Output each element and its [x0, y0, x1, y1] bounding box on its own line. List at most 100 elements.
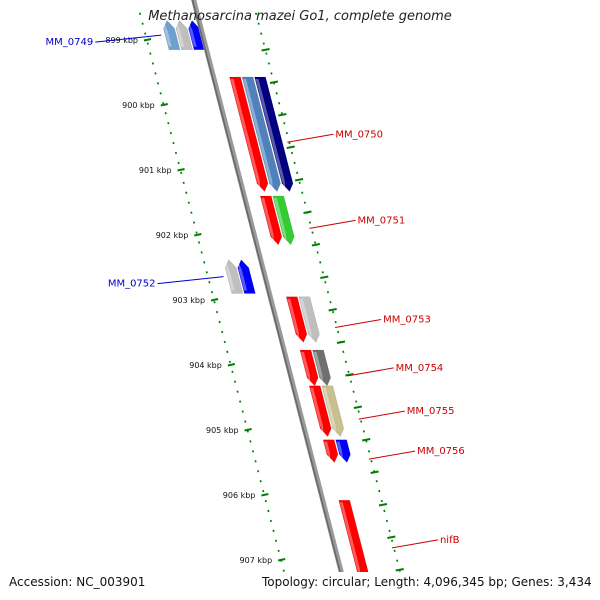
rail-dot-right	[337, 330, 340, 334]
gene-feature	[259, 195, 283, 246]
gene-feature-highlight	[310, 387, 324, 434]
rail-dot-left	[144, 32, 147, 35]
rail-dot-left	[205, 271, 208, 274]
minor-tick	[336, 340, 346, 344]
kbp-tick	[244, 428, 252, 432]
genome-title: Methanosarcina mazei Go1, complete genom…	[148, 9, 452, 24]
rail-dot-left	[172, 141, 175, 145]
minor-tick	[311, 243, 321, 247]
rail-dot-left	[259, 479, 262, 483]
rail-dot-right	[262, 42, 265, 45]
minor-tick	[345, 373, 354, 377]
rail-dot-left	[215, 310, 219, 314]
rail-dot-right	[260, 32, 263, 35]
gene-feature-highlight	[176, 22, 185, 47]
minor-tick	[362, 438, 371, 442]
rail-dot-left	[141, 22, 144, 25]
rail-dot-left	[251, 450, 255, 453]
rail-dot-left	[180, 171, 183, 175]
rail-dot-left	[241, 410, 244, 413]
rail-dot-left	[264, 499, 267, 503]
gene-feature	[254, 76, 294, 192]
minor-tick	[320, 275, 329, 279]
rail-dot-right	[265, 52, 268, 55]
gene-feature	[241, 76, 281, 192]
gene-label: MM_0753	[383, 315, 431, 326]
rail-dot-left	[269, 519, 273, 523]
gene-feature-highlight	[336, 441, 343, 460]
gene-label: MM_0756	[417, 446, 465, 457]
kbp-tick	[160, 103, 168, 107]
gene-label: MM_0751	[358, 215, 406, 226]
rail-dot-right	[316, 251, 319, 254]
rail-dot-right	[357, 410, 360, 413]
gene-feature	[163, 19, 181, 51]
rail-dot-right	[362, 430, 365, 433]
rail-dot-right	[393, 549, 396, 552]
gene-feature-highlight	[300, 352, 311, 383]
gene-feature	[237, 259, 256, 294]
gene-feature-highlight	[163, 22, 172, 47]
rail-dot-left	[272, 529, 275, 533]
rail-dot-right	[334, 320, 337, 324]
rail-dot-left	[192, 221, 196, 224]
gene-label-leader	[358, 410, 405, 420]
rail-dot-left	[239, 400, 242, 403]
gene-feature-highlight	[324, 441, 331, 460]
minor-tick	[387, 535, 396, 539]
rail-dot-left	[146, 42, 149, 45]
kbp-tick-label: 905 kbp	[206, 426, 239, 435]
kbp-tick	[261, 493, 269, 497]
rail-dot-left	[154, 72, 157, 75]
gene-label: nifB	[440, 535, 460, 546]
rail-dot-left	[156, 82, 160, 85]
gene-feature-highlight	[230, 79, 261, 189]
rail-dot-right	[280, 111, 283, 115]
kbp-tick-label: 907 kbp	[240, 556, 273, 565]
rail-dot-right	[378, 489, 381, 493]
rail-dot-right	[270, 72, 273, 75]
rail-dot-left	[177, 161, 180, 165]
kbp-tick	[143, 38, 152, 42]
rail-dot-right	[314, 241, 317, 244]
rail-dot-right	[288, 141, 291, 145]
rail-dot-left	[174, 151, 178, 155]
rail-dot-left	[200, 251, 203, 254]
rail-dot-right	[352, 390, 355, 393]
rail-dot-right	[324, 281, 327, 284]
minor-tick	[395, 568, 404, 572]
rail-dot-right	[298, 181, 301, 185]
rail-dot-right	[272, 82, 276, 85]
rail-dot-right	[349, 380, 353, 383]
minor-tick	[269, 80, 279, 84]
rail-dot-right	[301, 191, 304, 194]
minor-tick	[261, 48, 270, 52]
gene-label-leader	[287, 133, 334, 143]
gene-label-leader	[95, 34, 162, 43]
gene-label: MM_0749	[46, 37, 94, 48]
minor-tick	[370, 470, 379, 474]
minor-tick	[328, 308, 337, 312]
rail-dot-right	[331, 310, 335, 314]
rail-dot-left	[226, 350, 229, 354]
gene-feature-highlight	[188, 22, 197, 47]
gene-label-leader	[368, 450, 416, 460]
rail-dot-left	[151, 62, 155, 65]
rail-dot-right	[388, 529, 391, 533]
rail-dot-right	[319, 261, 322, 264]
gene-feature	[229, 76, 269, 192]
minor-tick	[378, 503, 388, 507]
rail-dot-right	[385, 519, 389, 523]
gene-feature-highlight	[225, 261, 235, 291]
rail-dot-left	[231, 370, 234, 373]
kbp-tick-label: 900 kbp	[122, 101, 155, 110]
genome-summary: Topology: circular; Length: 4,096,345 bp…	[262, 575, 592, 589]
rail-dot-right	[283, 121, 286, 125]
rail-dot-left	[246, 430, 249, 433]
rail-dot-right	[278, 102, 281, 105]
rail-dot-right	[396, 559, 399, 562]
rail-dot-right	[311, 231, 314, 234]
rail-dot-left	[208, 281, 211, 284]
rail-dot-right	[360, 420, 363, 423]
